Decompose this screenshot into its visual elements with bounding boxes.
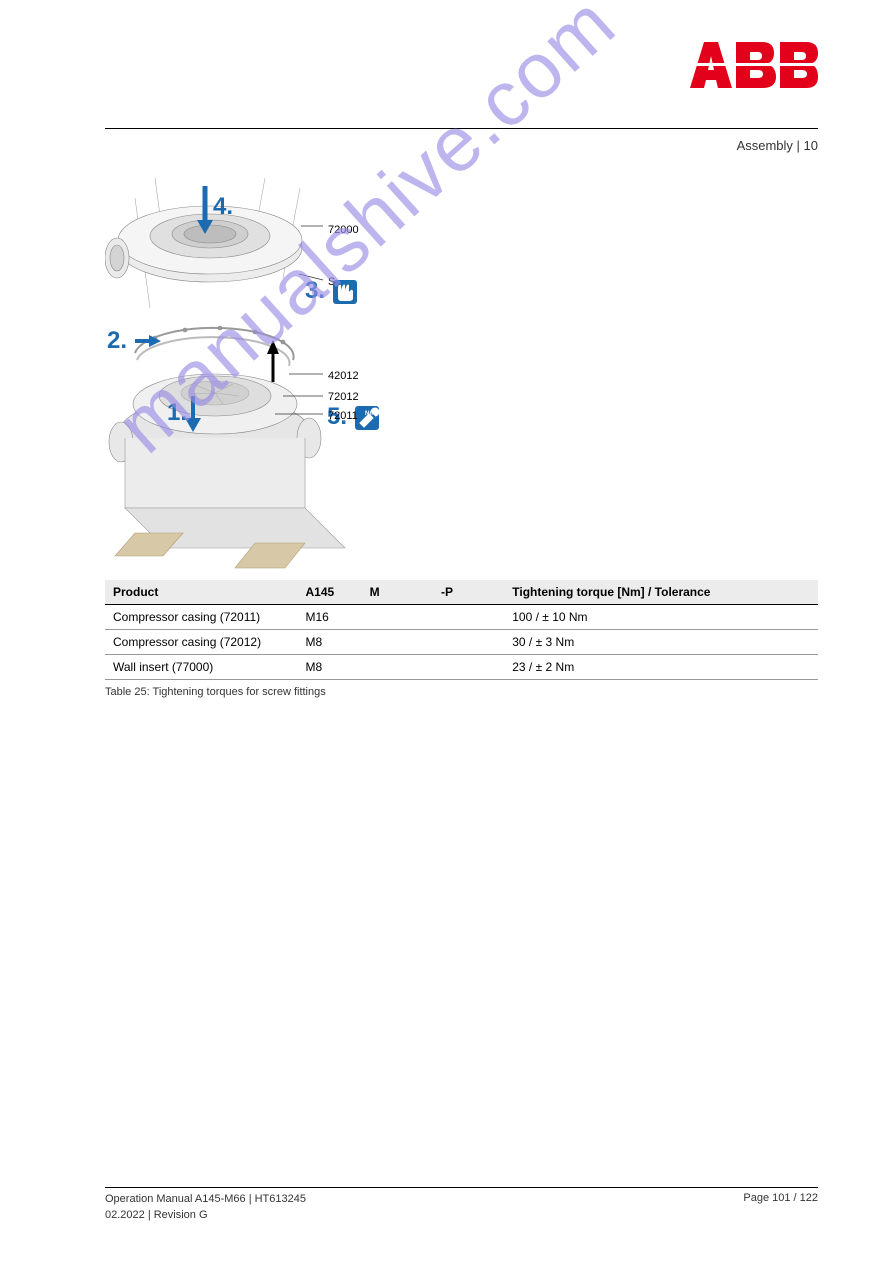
- cell-product: Compressor casing (72012): [105, 630, 298, 655]
- cell-product: Compressor casing (72011): [105, 605, 298, 630]
- table-row: Compressor casing (72012)M8 30 / ± 3 Nm: [105, 630, 818, 655]
- callout-72000: 72000: [328, 224, 359, 236]
- table-header-row: Product A145 M -P Tightening torque [Nm]…: [105, 580, 818, 605]
- cell-t: [433, 605, 504, 630]
- col-m: M: [362, 580, 433, 605]
- page-footer: Operation Manual A145-M66 | HT613245 02.…: [105, 1192, 818, 1223]
- footer-rule: [105, 1187, 818, 1188]
- svg-text:Nm: Nm: [365, 411, 375, 417]
- cell-tol: 30 / ± 3 Nm: [504, 630, 818, 655]
- cell-product: Wall insert (77000): [105, 655, 298, 680]
- cell-tol: 100 / ± 10 Nm: [504, 605, 818, 630]
- table-caption: Table 25: Tightening torques for screw f…: [105, 686, 818, 698]
- footer-doc-id: Operation Manual A145-M66 | HT613245: [105, 1192, 306, 1207]
- cell-a: M8: [298, 630, 362, 655]
- callout-s: S: [328, 276, 335, 288]
- cell-a: M16: [298, 605, 362, 630]
- assembly-figure: 4. 3. 2.: [105, 178, 405, 578]
- col-a: A145: [298, 580, 362, 605]
- col-tol: Tightening torque [Nm] / Tolerance: [504, 580, 818, 605]
- cell-a: M8: [298, 655, 362, 680]
- table-row: Wall insert (77000)M8 23 / ± 2 Nm: [105, 655, 818, 680]
- callout-72011: 72011: [328, 410, 358, 422]
- header-rule: [105, 128, 818, 129]
- col-t: -P: [433, 580, 504, 605]
- cell-t: [433, 655, 504, 680]
- col-product: Product: [105, 580, 298, 605]
- footer-date-rev: 02.2022 | Revision G: [105, 1208, 306, 1223]
- cell-m: [362, 630, 433, 655]
- step-3-label: 3.: [305, 277, 325, 304]
- cell-tol: 23 / ± 2 Nm: [504, 655, 818, 680]
- brand-logo: [690, 42, 818, 93]
- step-2-label: 2.: [107, 327, 127, 354]
- chapter-label: Assembly | 10: [737, 138, 818, 153]
- step-4-label: 4.: [213, 193, 233, 220]
- cell-m: [362, 605, 433, 630]
- step-1-label: 1.: [167, 399, 187, 426]
- callout-72012: 72012: [328, 391, 359, 403]
- table-row: Compressor casing (72011)M16 100 / ± 10 N…: [105, 605, 818, 630]
- cell-t: [433, 630, 504, 655]
- callout-42012: 42012: [328, 370, 359, 382]
- cell-m: [362, 655, 433, 680]
- torque-table: Product A145 M -P Tightening torque [Nm]…: [105, 580, 818, 698]
- footer-page-num: Page 101 / 122: [743, 1192, 818, 1223]
